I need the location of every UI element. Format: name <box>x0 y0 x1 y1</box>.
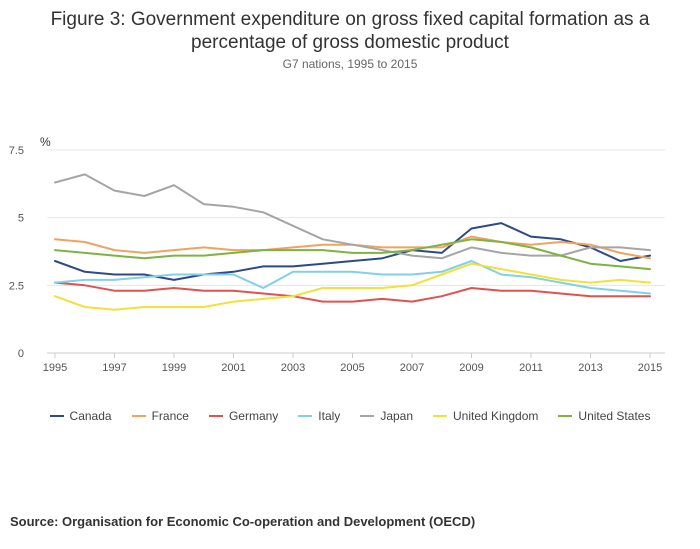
x-tick-label: 2001 <box>221 362 245 374</box>
legend-label: Italy <box>318 409 341 423</box>
chart-title-line-1: Figure 3: Government expenditure on gros… <box>50 9 650 30</box>
series-line-italy <box>54 260 651 295</box>
x-tick-label: 2003 <box>281 362 305 374</box>
chart-title-line-2: percentage of gross domestic product <box>191 32 509 53</box>
x-tick-label: 2011 <box>519 362 543 374</box>
legend-swatch <box>49 415 64 417</box>
x-axis: 1995 1997 1999 2001 2003 2005 2007 2009 2011 2013… <box>43 353 662 374</box>
x-tick-label: 1995 <box>43 362 67 374</box>
x-tick-label: 2007 <box>400 362 424 374</box>
legend-item-united-kingdom[interactable]: United Kingdom <box>433 409 538 423</box>
series-line-japan <box>54 173 651 260</box>
series-line-united-kingdom <box>54 262 651 311</box>
y-tick-label: 0 <box>18 348 24 360</box>
series-line-united-states <box>54 238 651 271</box>
legend-item-france[interactable]: France <box>131 409 189 423</box>
legend-item-japan[interactable]: Japan <box>360 409 413 423</box>
legend-swatch <box>131 415 146 417</box>
source-note: Source: Organisation for Economic Co-ope… <box>10 514 476 529</box>
legend-item-canada[interactable]: Canada <box>49 409 112 423</box>
legend-label: France <box>151 409 189 423</box>
series-lines <box>54 173 651 311</box>
legend-label: Germany <box>228 409 279 423</box>
legend-label: Canada <box>69 409 112 423</box>
chart-title: Figure 3: Government expenditure on gros… <box>0 8 700 54</box>
x-tick-label: 2015 <box>638 362 662 374</box>
y-axis: 0 2.5 5 7.5 <box>9 145 24 360</box>
legend-item-united-states[interactable]: United States <box>558 409 650 423</box>
legend-item-germany[interactable]: Germany <box>208 409 279 423</box>
chart-subtitle: G7 nations, 1995 to 2015 <box>282 57 418 71</box>
gridlines <box>47 149 665 354</box>
legend-swatch <box>433 415 448 417</box>
y-tick-label: 7.5 <box>9 145 24 157</box>
legend-label: United States <box>578 409 651 423</box>
y-axis-label: % <box>40 135 51 149</box>
x-tick-label: 2013 <box>578 362 602 374</box>
x-tick-label: 1999 <box>162 362 186 374</box>
legend-swatch <box>298 415 313 417</box>
legend-label: Japan <box>380 409 414 423</box>
legend-label: United Kingdom <box>453 409 539 423</box>
legend-swatch <box>558 415 573 417</box>
legend-item-italy[interactable]: Italy <box>298 409 340 423</box>
x-tick-label: 1997 <box>102 362 126 374</box>
legend: Canada France Germany Italy Japan United King… <box>0 409 700 423</box>
x-tick-label: 2009 <box>459 362 483 374</box>
y-tick-label: 5 <box>18 213 24 225</box>
y-tick-label: 2.5 <box>9 280 24 292</box>
line-chart: 0 2.5 5 7.5 1995 1997 1999 2001 2003 2005 2007 200… <box>9 135 665 374</box>
x-tick-label: 2005 <box>340 362 364 374</box>
legend-swatch <box>360 415 375 417</box>
series-line-germany <box>54 281 651 303</box>
legend-swatch <box>208 415 223 417</box>
